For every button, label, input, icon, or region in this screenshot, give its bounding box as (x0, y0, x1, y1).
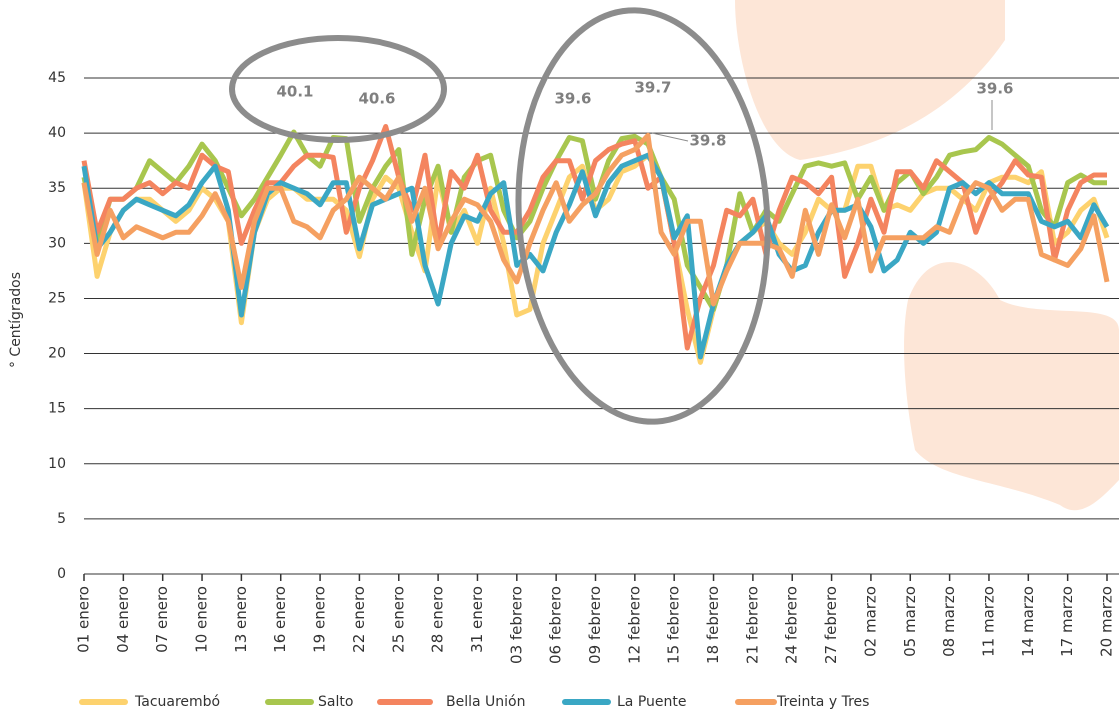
y-tick-label: 35 (48, 180, 66, 196)
highlight-ellipse (515, 7, 771, 425)
highlight-ellipse (229, 35, 447, 143)
x-tick-label: 14 marzo (1019, 586, 1037, 657)
x-tick-label: 07 enero (153, 586, 171, 653)
x-tick-label: 24 febrero (783, 586, 801, 664)
x-tick-label: 22 enero (350, 586, 368, 653)
x-tick-label: 13 enero (232, 586, 250, 653)
y-tick-label: 45 (48, 70, 66, 86)
legend-label: Tacuarembó (134, 694, 220, 710)
legend-label: La Puente (617, 694, 687, 710)
annotation: 39.6 (976, 80, 1013, 98)
x-tick-label: 10 enero (193, 586, 211, 653)
annotation: 39.6 (554, 90, 591, 108)
legend-label: Salto (318, 694, 353, 710)
x-tick-label: 18 febrero (704, 586, 722, 664)
y-tick-label: 15 (48, 401, 66, 417)
x-tick-label: 09 febrero (586, 586, 604, 664)
x-tick-label: 01 enero (75, 586, 93, 653)
x-tick-label: 16 enero (271, 586, 289, 653)
x-tick-label: 12 febrero (625, 586, 643, 664)
legend-label: Bella Unión (446, 694, 525, 710)
x-tick-label: 02 marzo (861, 586, 879, 657)
series-line (81, 132, 1110, 307)
y-tick-label: 10 (48, 456, 66, 472)
series-line (81, 129, 1107, 312)
x-tick-label: 15 febrero (665, 586, 683, 664)
annotation: 40.6 (358, 90, 395, 108)
x-tick-label: 06 febrero (547, 586, 565, 664)
legend-label: Treinta y Tres (776, 694, 869, 710)
leader-line (651, 132, 689, 142)
y-tick-label: 30 (48, 235, 66, 251)
x-tick-label: 31 enero (468, 586, 486, 653)
y-tick-label: 0 (57, 566, 66, 582)
x-tick-label: 11 marzo (979, 586, 997, 657)
x-tick-label: 28 enero (429, 586, 447, 653)
y-tick-label: 20 (48, 346, 66, 362)
annotation: 39.7 (634, 79, 671, 97)
x-tick-label: 03 febrero (507, 586, 525, 664)
y-axis-label: ° Centígrados (8, 272, 24, 368)
x-tick-label: 08 marzo (940, 586, 958, 657)
x-tick-label: 20 marzo (1098, 586, 1116, 657)
y-tick-label: 5 (57, 511, 66, 527)
x-tick-label: 04 enero (114, 586, 132, 653)
x-tick-label: 05 marzo (901, 586, 919, 657)
y-tick-label: 25 (48, 290, 66, 306)
x-tick-label: 27 febrero (822, 586, 840, 664)
x-tick-label: 17 marzo (1058, 586, 1076, 657)
x-tick-label: 19 enero (311, 586, 329, 653)
x-tick-label: 21 febrero (743, 586, 761, 664)
background-shape (904, 262, 1119, 511)
annotation: 40.1 (276, 83, 313, 101)
x-tick-label: 25 enero (389, 586, 407, 653)
y-tick-label: 40 (48, 125, 66, 141)
background-shape (735, 0, 1005, 160)
annotation: 39.8 (689, 132, 726, 150)
series-line (81, 124, 1107, 351)
